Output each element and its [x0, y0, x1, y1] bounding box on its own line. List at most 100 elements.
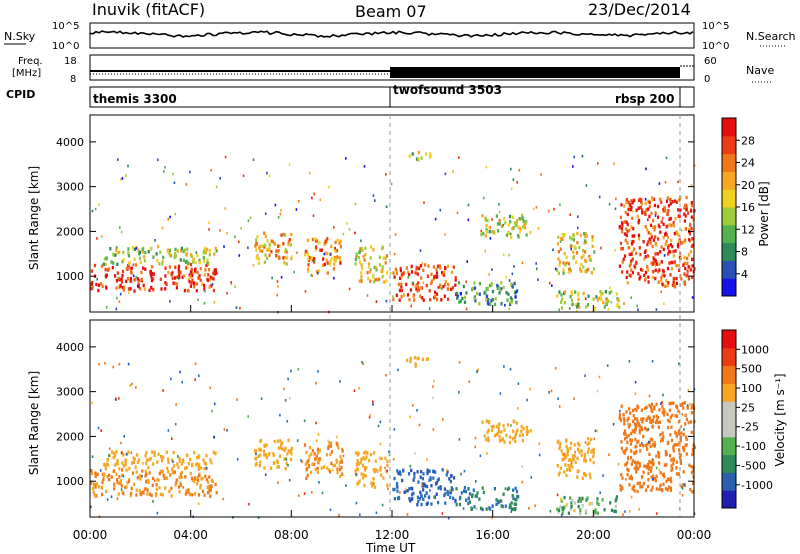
noise-cell — [416, 409, 418, 412]
cpid-label: CPID — [6, 88, 35, 101]
noise-cell — [511, 226, 514, 230]
noise-cell — [452, 170, 454, 173]
scatter-cell — [105, 285, 108, 289]
scatter-cell — [628, 273, 631, 277]
scatter-cell — [374, 278, 377, 282]
scatter-cell — [142, 266, 145, 270]
scatter-cell — [509, 503, 512, 507]
colorbar-segment — [722, 278, 736, 297]
scatter-cell — [450, 474, 453, 478]
scatter-cell — [120, 484, 123, 488]
scatter-cell — [648, 403, 651, 408]
scatter-cell — [625, 435, 628, 439]
scatter-cell — [652, 257, 655, 261]
scatter-cell — [140, 277, 143, 282]
noise-cell — [678, 452, 681, 456]
nave-tick-top: 60 — [704, 56, 717, 67]
scatter-cell — [339, 261, 342, 265]
noise-cell — [419, 249, 422, 252]
scatter-cell — [164, 274, 167, 278]
noise-cell — [303, 419, 306, 423]
noise-cell — [509, 232, 512, 236]
scatter-cell — [104, 463, 107, 467]
scatter-cell — [414, 364, 417, 368]
scatter-cell — [665, 479, 668, 483]
scatter-cell — [316, 270, 319, 274]
noise-cell — [610, 300, 613, 304]
scatter-cell — [137, 283, 140, 287]
scatter-cell — [513, 281, 516, 286]
noise-cell — [313, 192, 316, 196]
noise-cell — [198, 374, 200, 378]
scatter-cell — [446, 470, 449, 474]
noise-cell — [101, 235, 103, 238]
scatter-cell — [558, 290, 561, 294]
scatter-cell — [625, 200, 628, 205]
scatter-cell — [652, 218, 655, 223]
noise-cell — [174, 212, 177, 216]
scatter-cell — [334, 249, 337, 253]
noise-cell — [576, 309, 578, 313]
scatter-cell — [94, 483, 97, 487]
scatter-cell — [687, 265, 690, 269]
scatter-cell — [525, 425, 528, 430]
noise-cell — [570, 247, 572, 251]
scatter-cell — [622, 412, 625, 417]
scatter-cell — [655, 487, 658, 491]
scatter-cell — [648, 200, 651, 205]
scatter-cell — [501, 504, 504, 509]
scatter-cell — [660, 200, 663, 204]
scatter-cell — [513, 507, 516, 512]
scatter-cell — [182, 258, 185, 263]
scatter-cell — [645, 488, 648, 492]
scatter-cell — [326, 261, 329, 265]
scatter-cell — [106, 475, 109, 479]
scatter-cell — [678, 214, 681, 219]
scatter-cell — [592, 460, 595, 465]
scatter-cell — [126, 481, 129, 485]
scatter-cell — [565, 438, 568, 442]
scatter-cell — [626, 281, 629, 285]
scatter-cell — [580, 262, 583, 267]
scatter-cell — [334, 259, 338, 263]
scatter-cell — [435, 292, 439, 296]
noise-cell — [392, 458, 395, 461]
scatter-cell — [509, 220, 512, 224]
scatter-cell — [619, 488, 622, 492]
scatter-cell — [203, 246, 206, 251]
scatter-cell — [203, 461, 206, 465]
scatter-cell — [573, 454, 576, 458]
noise-cell — [598, 375, 601, 379]
scatter-cell — [592, 447, 595, 452]
scatter-cell — [360, 275, 363, 279]
scatter-cell — [478, 282, 481, 286]
scatter-cell — [667, 485, 671, 489]
scatter-cell — [413, 475, 416, 479]
noise-cell — [355, 501, 358, 505]
noise-cell — [286, 420, 289, 423]
scatter-cell — [386, 464, 389, 468]
scatter-cell — [103, 472, 106, 476]
scatter-cell — [417, 480, 420, 484]
noise-cell — [466, 260, 468, 263]
scatter-cell — [638, 428, 641, 432]
noise-cell — [644, 197, 647, 201]
noise-cell — [467, 218, 470, 222]
scatter-cell — [367, 262, 371, 266]
noise-cell — [511, 272, 514, 276]
scatter-cell — [511, 437, 514, 441]
scatter-cell — [565, 473, 568, 478]
scatter-cell — [588, 472, 591, 476]
scatter-cell — [134, 263, 137, 267]
scatter-cell — [682, 263, 685, 267]
noise-cell — [297, 368, 300, 371]
noise-cell — [311, 274, 313, 277]
noise-cell — [390, 182, 393, 186]
scatter-cell — [577, 297, 580, 302]
scatter-cell — [516, 289, 519, 293]
scatter-cell — [422, 472, 425, 476]
scatter-cell — [556, 440, 559, 445]
scatter-cell — [650, 211, 653, 216]
noise-cell — [211, 409, 213, 413]
scatter-cell — [573, 508, 576, 513]
